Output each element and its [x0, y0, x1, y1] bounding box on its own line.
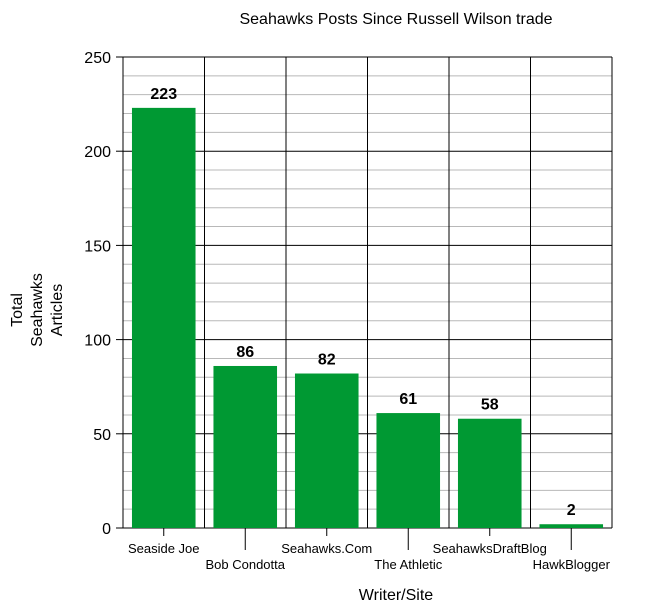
axes-layer [116, 56, 572, 550]
x-tick-label-1: Bob Condotta [205, 557, 285, 572]
bar-3 [376, 413, 441, 528]
y-tick-labels: 0 50 100 150 200 250 [84, 50, 111, 538]
y-tick-label-2: 100 [84, 333, 111, 350]
bars-layer [131, 107, 604, 529]
data-label-4: 58 [481, 397, 499, 414]
data-labels: 223 86 82 61 58 2 [150, 86, 575, 519]
x-tick-label-2: Seahawks.Com [281, 541, 372, 556]
x-axis-label: Writer/Site [359, 587, 433, 604]
y-axis-label-line-1: Total [9, 293, 26, 327]
bar-4 [457, 418, 522, 528]
y-tick-label-3: 150 [84, 238, 111, 255]
bar-0 [131, 107, 196, 529]
y-tick-label-0: 0 [102, 521, 111, 538]
y-tick-label-4: 200 [84, 144, 111, 161]
chart-title: Seahawks Posts Since Russell Wilson trad… [239, 11, 552, 28]
data-label-3: 61 [399, 391, 417, 408]
x-tick-label-3: The Athletic [374, 557, 442, 572]
y-axis-label-line-3: Articles [49, 284, 66, 336]
bar-1 [213, 365, 278, 528]
y-tick-label-5: 250 [84, 50, 111, 67]
data-label-1: 86 [236, 344, 254, 361]
x-tick-label-0: Seaside Joe [128, 541, 200, 556]
y-tick-label-1: 50 [93, 427, 111, 444]
grid-layer [122, 56, 613, 529]
x-tick-label-5: HawkBlogger [533, 557, 611, 572]
data-label-2: 82 [318, 352, 336, 369]
y-axis-label: Total Seahawks Articles [9, 273, 66, 347]
data-label-0: 223 [150, 86, 177, 103]
x-tick-label-4: SeahawksDraftBlog [433, 541, 547, 556]
y-axis-label-line-2: Seahawks [29, 273, 46, 347]
bar-2 [294, 373, 359, 528]
bar-5 [539, 524, 604, 528]
data-label-5: 2 [567, 502, 576, 519]
